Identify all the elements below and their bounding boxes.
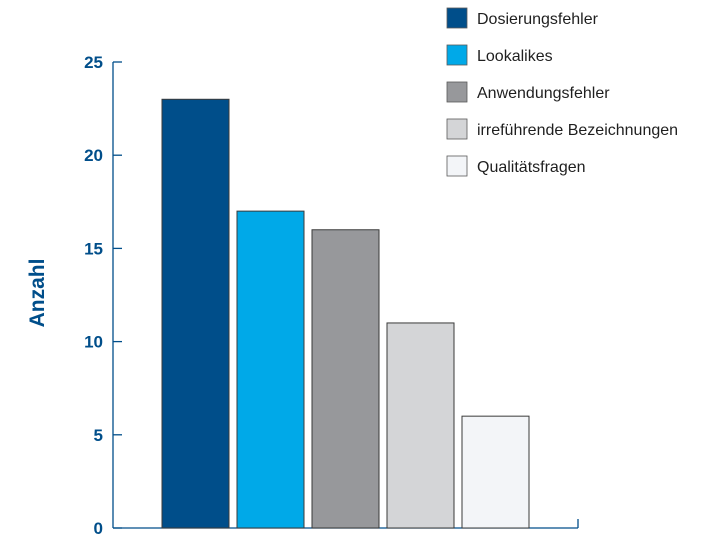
y-tick-label: 15 [84,239,103,258]
legend-swatch-2 [446,44,468,66]
legend-swatch-4 [446,118,468,140]
y-tick-label: 0 [94,519,103,537]
y-axis-ticks: 0 5 10 15 20 25 [84,53,122,537]
legend-label-5: Qualitätsfragen [477,159,586,176]
legend-swatch-3 [446,81,468,103]
bar-1 [161,98,230,529]
bar-4 [386,322,455,529]
y-tick-label: 5 [94,426,103,445]
legend-swatch-5 [446,155,468,177]
legend-label-4: irreführende Bezeichnungen [477,122,678,139]
bar-2 [236,210,305,529]
bar-5 [461,415,530,529]
bar-3 [311,229,380,529]
y-tick-label: 25 [84,53,103,72]
bars [161,98,530,529]
legend-label-2: Lookalikes [477,48,553,65]
y-tick-label: 20 [84,146,103,165]
legend-swatch-1 [446,7,468,29]
legend-label-1: Dosierungsfehler [477,11,599,28]
legend-label-3: Anwendungsfehler [477,85,610,102]
y-axis-label: Anzahl [26,259,49,328]
legend: Dosierungsfehler Lookalikes Anwendungsfehl… [446,7,678,177]
y-tick-label: 10 [84,333,103,352]
